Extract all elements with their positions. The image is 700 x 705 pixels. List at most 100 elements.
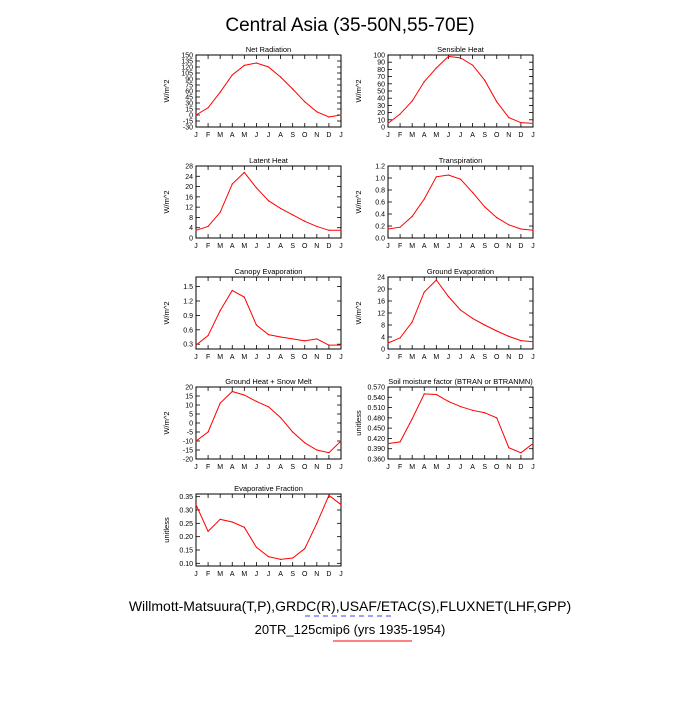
data-point [423, 198, 425, 200]
y-tick-label: 30 [185, 101, 193, 108]
data-point [255, 546, 258, 548]
data-point [520, 122, 522, 124]
panel-title: Canopy Evaporation [235, 267, 303, 276]
y-tick-label: 15 [185, 107, 193, 114]
data-point [496, 101, 498, 103]
x-tick-label: J [339, 571, 343, 578]
panel-1: Sensible Heat W/m^2 0102030405060708090100… [354, 45, 535, 139]
y-tick-label: 4 [189, 225, 193, 232]
panel-title: Soil moisture factor (BTRAN or BTRANMN) [388, 377, 533, 386]
x-tick-label: J [531, 132, 535, 139]
y-tick-label: 0.15 [179, 548, 193, 555]
plot-frame [195, 54, 342, 128]
x-tick-label: N [314, 571, 319, 578]
x-tick-label: J [255, 243, 259, 250]
data-point [292, 88, 294, 90]
x-tick-label: J [194, 571, 198, 578]
data-point [195, 440, 197, 442]
data-point [231, 74, 233, 76]
x-tick-label: D [326, 243, 331, 250]
x-tick-label: J [531, 354, 535, 361]
y-tick-label: 0.9 [183, 313, 193, 320]
x-tick-label: M [241, 464, 247, 471]
x-tick-label: J [267, 571, 271, 578]
y-tick-label: 105 [181, 71, 193, 78]
x-tick-label: J [255, 132, 259, 139]
data-point [471, 191, 474, 193]
data-point [340, 114, 342, 116]
y-axis-label: W/m^2 [162, 411, 171, 434]
x-tick-label: J [531, 464, 535, 471]
panel-title: Sensible Heat [437, 45, 485, 54]
x-tick-label: A [470, 243, 475, 250]
y-tick-label: 40 [377, 96, 385, 103]
y-tick-label: 0 [189, 236, 193, 243]
y-tick-label: 0 [189, 421, 193, 428]
x-tick-label: J [531, 243, 535, 250]
y-tick-label: 0.3 [183, 342, 193, 349]
data-point [459, 178, 462, 180]
y-tick-label: 0 [381, 347, 385, 354]
x-tick-label: A [230, 464, 235, 471]
data-point [340, 440, 342, 442]
y-tick-label: 10 [377, 117, 385, 124]
series-line [387, 174, 534, 231]
x-tick-label: M [433, 354, 439, 361]
y-tick-label: 0.2 [375, 224, 385, 231]
data-point [459, 57, 462, 59]
data-point [316, 225, 318, 228]
x-tick-label: D [518, 132, 523, 139]
y-tick-label: 0.480 [367, 415, 385, 422]
y-tick-label: 20 [377, 287, 385, 294]
y-tick-label: 0.450 [367, 426, 385, 433]
data-point [231, 289, 233, 292]
data-point [484, 206, 486, 208]
data-point [292, 214, 294, 216]
data-point [292, 338, 294, 340]
x-tick-label: M [217, 132, 223, 139]
y-tick-label: 24 [185, 174, 193, 181]
data-point [520, 452, 522, 454]
data-point [435, 279, 437, 281]
panel-title: Ground Heat + Snow Melt [225, 377, 312, 386]
x-tick-label: S [290, 571, 295, 578]
y-axis-label: unitless [354, 410, 363, 436]
x-tick-label: N [506, 354, 511, 361]
panel-title: Transpiration [439, 156, 483, 165]
y-tick-label: 1.2 [375, 164, 385, 171]
data-point [231, 183, 233, 185]
x-tick-label: J [459, 243, 463, 250]
y-tick-label: 80 [377, 67, 385, 74]
x-tick-label: J [194, 132, 198, 139]
series-line [387, 393, 534, 454]
x-tick-label: J [447, 354, 451, 361]
x-tick-label: A [230, 132, 235, 139]
x-tick-label: F [398, 354, 402, 361]
x-tick-label: F [206, 571, 210, 578]
plot-frame [387, 165, 534, 239]
data-point [255, 187, 258, 189]
x-tick-label: F [398, 464, 402, 471]
data-point [328, 452, 330, 454]
data-point [195, 504, 197, 506]
x-tick-label: O [494, 132, 500, 139]
x-tick-label: O [302, 132, 308, 139]
data-point [532, 229, 534, 231]
data-point [243, 171, 245, 174]
data-point [243, 296, 245, 298]
data-point [316, 449, 318, 451]
y-tick-label: 0.420 [367, 436, 385, 443]
y-tick-label: 90 [185, 77, 193, 84]
x-tick-label: J [194, 354, 198, 361]
x-tick-label: F [398, 243, 402, 250]
data-point [484, 324, 486, 326]
data-point [447, 174, 450, 176]
x-tick-label: O [302, 464, 308, 471]
data-point [508, 224, 510, 226]
y-tick-label: 8 [381, 323, 385, 330]
y-tick-label: 0.570 [367, 385, 385, 392]
data-point [328, 494, 330, 496]
data-point [255, 62, 258, 64]
y-tick-label: 0.390 [367, 446, 385, 453]
